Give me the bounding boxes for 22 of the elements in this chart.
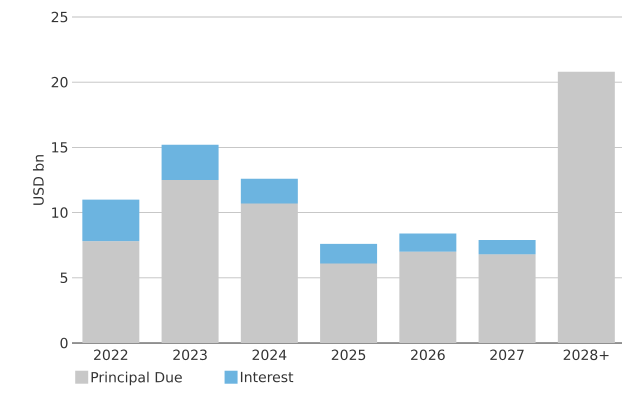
x-tick-label: 2023 — [173, 350, 207, 360]
bar — [162, 144, 219, 180]
bar — [478, 240, 536, 254]
y-tick-label: 20 — [52, 76, 68, 88]
bar — [82, 200, 140, 242]
x-tick-label: 2028+ — [564, 350, 609, 360]
bar — [399, 233, 456, 252]
y-tick-label: 25 — [52, 12, 68, 22]
y-axis-title: USD bn — [32, 155, 44, 205]
y-tick-label: 10 — [52, 207, 68, 218]
x-tick-label: 2022 — [94, 350, 128, 360]
bar — [240, 178, 298, 204]
x-tick-label: 2027 — [490, 350, 524, 360]
x-tick-label: 2026 — [411, 350, 445, 360]
legend-label: Principal Due — [92, 372, 182, 386]
y-tick-label: 15 — [52, 142, 68, 153]
x-tick-label: 2025 — [332, 350, 366, 360]
bar — [320, 244, 378, 264]
y-tick-label: 0 — [60, 338, 68, 348]
x-tick-label: 2024 — [252, 350, 286, 360]
y-tick-label: 5 — [60, 272, 68, 284]
legend-label: Interest — [240, 372, 294, 382]
